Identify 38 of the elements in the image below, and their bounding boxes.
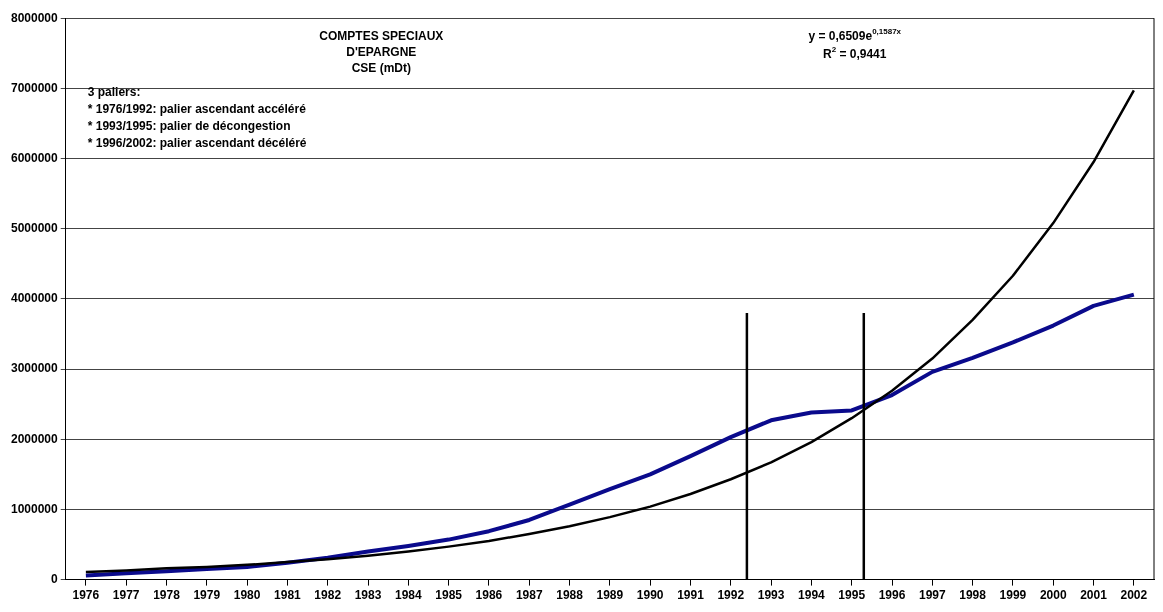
x-tick-label: 1998 <box>959 588 987 603</box>
x-tick-label: 1978 <box>153 588 181 603</box>
x-tick-label: 1981 <box>274 588 302 603</box>
x-tick-label: 1988 <box>556 588 584 603</box>
x-tick-label: 1990 <box>636 588 664 603</box>
y-tick-label: 5000000 <box>11 221 59 236</box>
y-tick-label: 0 <box>51 571 59 586</box>
x-tick-label: 1980 <box>233 588 261 603</box>
x-tick-label: 1987 <box>515 588 543 603</box>
x-tick-label: 2000 <box>1039 588 1067 603</box>
x-tick-label: 1993 <box>757 588 785 603</box>
x-tick-label: 1991 <box>677 588 705 603</box>
text: COMPTES SPECIAUX D'EPARGNE CSE (mDt) <box>319 29 444 76</box>
y-tick-label: 6000000 <box>11 150 59 165</box>
y-tick-label: 3000000 <box>11 361 59 376</box>
x-tick-label: 1992 <box>717 588 745 603</box>
x-tick-label: 1976 <box>72 588 100 603</box>
x-tick-label: 1986 <box>475 588 503 603</box>
x-tick-label: 1983 <box>354 588 382 603</box>
x-tick-label: 1985 <box>435 588 463 603</box>
x-tick-label: 1996 <box>878 588 906 603</box>
x-tick-label: 1977 <box>112 588 140 603</box>
x-tick-label: 1994 <box>798 588 826 603</box>
x-tick-label: 2001 <box>1080 588 1108 603</box>
y-tick-label: 7000000 <box>11 80 59 95</box>
x-tick-label: 1995 <box>838 588 866 603</box>
x-tick-label: 1984 <box>394 588 422 603</box>
x-tick-label: 1997 <box>918 588 946 603</box>
y-tick-label: 2000000 <box>11 431 59 446</box>
x-tick-label: 1982 <box>314 588 342 603</box>
annotation: 3 paliers: * 1976/1992: palier ascendant accéléré * 1993/1995: palier de décongestion * 1996/2002: palier ascendant décéléré <box>87 85 307 151</box>
y-tick-label: 4000000 <box>11 291 59 306</box>
y-tick-label: 8000000 <box>11 10 59 25</box>
x-tick-label: 1979 <box>193 588 221 603</box>
x-tick-label: 2002 <box>1120 588 1148 603</box>
x-tick-label: 1999 <box>999 588 1027 603</box>
x-tick-label: 1989 <box>596 588 624 603</box>
y-tick-label: 1000000 <box>11 501 59 516</box>
